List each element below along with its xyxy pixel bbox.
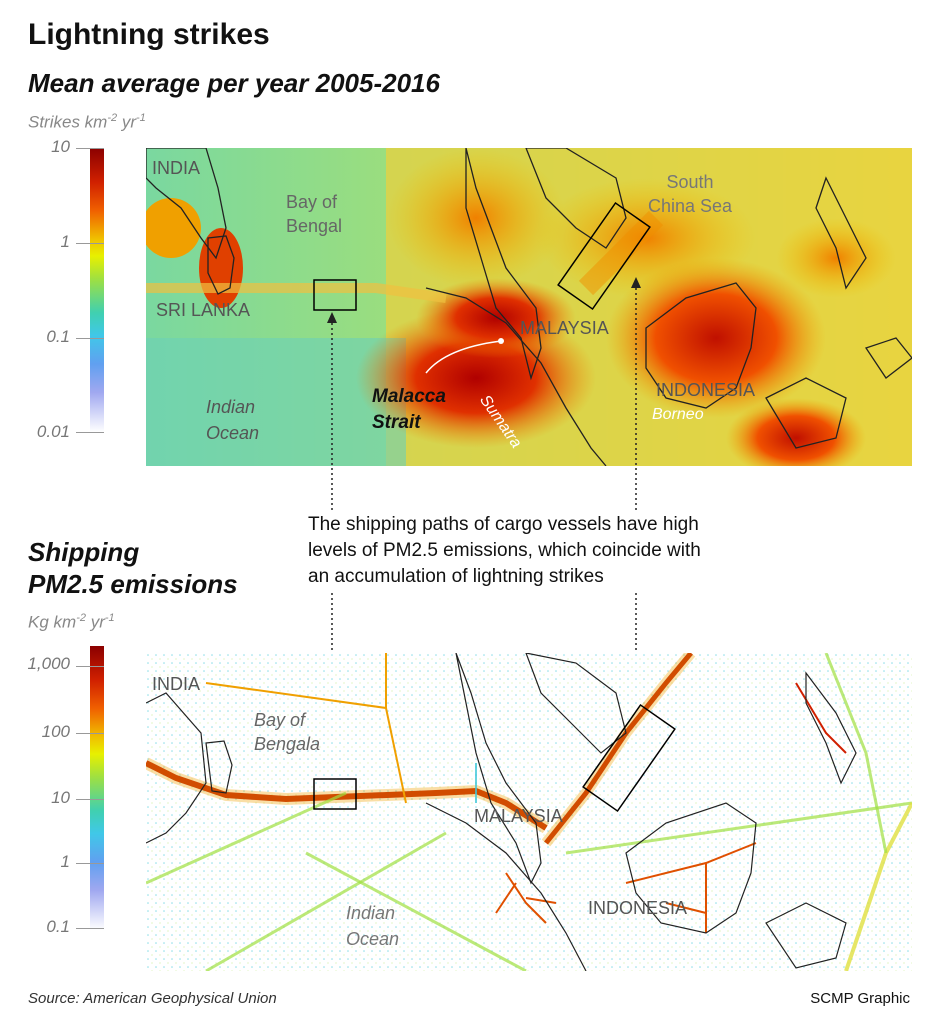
lightning-tick-0-01: 0.01 xyxy=(36,422,70,441)
label-malaysia: MALAYSIA xyxy=(474,806,563,826)
label-india: INDIA xyxy=(152,158,201,178)
label-india: INDIA xyxy=(152,674,201,694)
label-indonesia: INDONESIA xyxy=(656,380,756,400)
annotation-note: The shipping paths of cargo vessels have… xyxy=(308,512,808,590)
highlight-box-scs xyxy=(582,703,676,813)
shipping-map xyxy=(146,653,912,971)
label-borneo: Borneo xyxy=(652,406,704,423)
lightning-tick-0-1: 0.1 xyxy=(46,327,70,346)
tick-line xyxy=(76,928,104,929)
highlight-box-west xyxy=(313,279,357,311)
tick-line xyxy=(76,863,104,864)
tick-line xyxy=(76,733,104,734)
label-indonesia: INDONESIA xyxy=(588,898,688,918)
label-bay-of-bengala: Bay of Bengala xyxy=(254,710,321,754)
lightning-map xyxy=(146,148,912,466)
shipping-title: Shipping PM2.5 emissions xyxy=(28,537,238,599)
label-malacca-strait: Malacca Strait xyxy=(372,386,446,433)
malacca-pointer-dot xyxy=(498,338,504,344)
highlight-box-west xyxy=(313,778,357,810)
shipping-color-scale xyxy=(90,646,104,930)
tick-line xyxy=(76,799,104,800)
tick-line xyxy=(76,432,104,433)
chart-title: Lightning strikes xyxy=(28,18,270,51)
label-indian-ocean: Indian Ocean xyxy=(346,903,400,949)
label-malaysia: MALAYSIA xyxy=(520,318,609,338)
credit-note: SCMP Graphic xyxy=(810,990,910,1007)
source-note: Source: American Geophysical Union xyxy=(28,990,277,1007)
shipping-tick-1000: 1,000 xyxy=(27,654,70,673)
label-sri-lanka: SRI LANKA xyxy=(156,300,251,320)
lightning-color-scale xyxy=(90,148,104,432)
tick-line xyxy=(76,338,104,339)
shipping-tick-100: 100 xyxy=(41,722,70,741)
lightning-tick-1: 1 xyxy=(60,232,70,251)
shipping-tick-10: 10 xyxy=(51,788,70,807)
label-south-china-sea: South China Sea xyxy=(648,172,733,216)
label-bay-of-bengal: Bay of Bengal xyxy=(286,192,343,236)
shipping-unit-label: Kg km-2 yr-1 xyxy=(28,612,115,632)
highlight-box-scs xyxy=(557,201,651,311)
label-indian-ocean: Indian Ocean xyxy=(206,397,260,443)
chart-subtitle: Mean average per year 2005-2016 xyxy=(28,68,440,98)
tick-line xyxy=(76,666,104,667)
tick-line xyxy=(76,243,104,244)
malacca-pointer xyxy=(425,340,502,374)
tick-line xyxy=(76,148,104,149)
lightning-unit-label: Strikes km-2 yr-1 xyxy=(28,112,146,132)
shipping-tick-0-1: 0.1 xyxy=(46,917,70,936)
lightning-tick-10: 10 xyxy=(51,137,70,156)
shipping-tick-1: 1 xyxy=(60,852,70,871)
